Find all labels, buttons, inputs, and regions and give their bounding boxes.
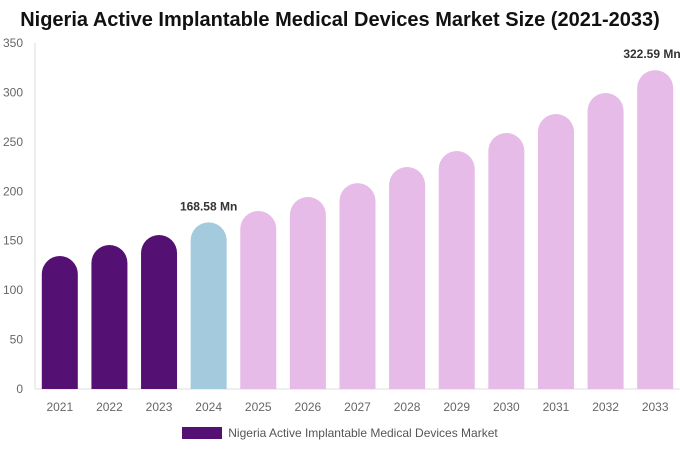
legend-label: Nigeria Active Implantable Medical Devic…	[228, 426, 498, 440]
bar-2027	[339, 183, 376, 389]
x-tick-label: 2028	[394, 400, 421, 414]
x-tick-label: 2026	[295, 400, 322, 414]
bar-2024	[190, 222, 227, 389]
data-label-2024: 168.58 Mn	[180, 199, 237, 213]
y-tick-label: 0	[16, 382, 23, 396]
data-label-2033: 322.59 Mn	[623, 47, 680, 61]
y-tick-label: 300	[3, 85, 23, 99]
x-tick-label: 2029	[443, 400, 470, 414]
bar-2030	[488, 132, 525, 389]
x-tick-label: 2025	[245, 400, 272, 414]
x-tick-label: 2033	[642, 400, 669, 414]
chart-title: Nigeria Active Implantable Medical Devic…	[20, 9, 660, 31]
x-tick-label: 2030	[493, 400, 520, 414]
y-tick-label: 200	[3, 184, 23, 198]
bar-2029	[438, 151, 475, 389]
bar-2026	[289, 197, 326, 389]
legend: Nigeria Active Implantable Medical Devic…	[0, 426, 680, 440]
bar-2022	[91, 244, 128, 389]
y-tick-label: 350	[3, 36, 23, 50]
x-tick-label: 2027	[344, 400, 371, 414]
legend-swatch	[182, 427, 223, 439]
y-tick-label: 250	[3, 135, 23, 149]
y-tick-label: 150	[3, 234, 23, 248]
y-tick-label: 100	[3, 283, 23, 297]
x-tick-label: 2021	[46, 400, 73, 414]
y-tick-label: 50	[10, 333, 24, 347]
x-tick-label: 2023	[146, 400, 173, 414]
bar-2021	[41, 256, 78, 389]
bar-2025	[240, 210, 277, 389]
bar-2031	[537, 113, 574, 389]
bar-2023	[141, 234, 178, 389]
x-tick-label: 2031	[543, 400, 570, 414]
bar-2028	[389, 166, 426, 389]
bar-2032	[587, 93, 624, 389]
x-tick-label: 2032	[592, 400, 619, 414]
bar-2033	[637, 70, 674, 389]
x-tick-label: 2024	[195, 400, 222, 414]
x-tick-label: 2022	[96, 400, 123, 414]
